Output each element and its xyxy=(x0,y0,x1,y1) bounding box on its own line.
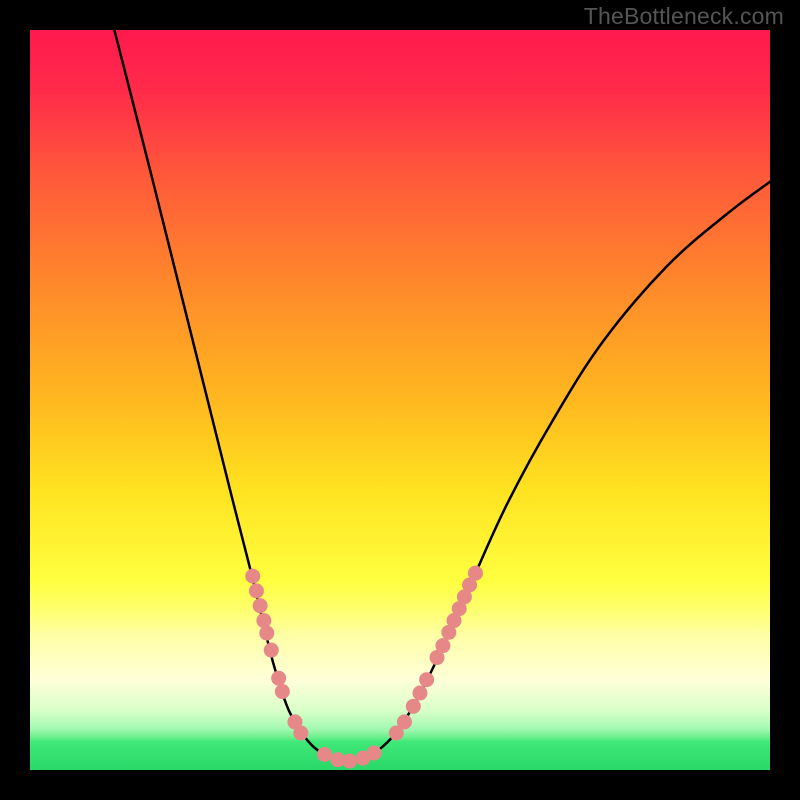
data-marker xyxy=(253,598,268,613)
data-marker xyxy=(435,638,450,653)
data-marker xyxy=(264,643,279,658)
data-marker xyxy=(367,745,382,760)
chart-container: TheBottleneck.com xyxy=(0,0,800,800)
data-marker xyxy=(412,686,427,701)
data-marker xyxy=(293,726,308,741)
data-marker xyxy=(249,583,264,598)
data-marker xyxy=(397,714,412,729)
data-marker xyxy=(342,754,357,769)
data-marker xyxy=(259,626,274,641)
plot-gradient-area xyxy=(30,30,770,770)
data-marker xyxy=(271,671,286,686)
bottleneck-chart xyxy=(0,0,800,800)
data-marker xyxy=(406,699,421,714)
data-marker xyxy=(468,566,483,581)
watermark-text: TheBottleneck.com xyxy=(584,3,784,30)
data-marker xyxy=(419,672,434,687)
data-marker xyxy=(275,684,290,699)
data-marker xyxy=(256,613,271,628)
data-marker xyxy=(245,569,260,584)
data-marker xyxy=(317,747,332,762)
